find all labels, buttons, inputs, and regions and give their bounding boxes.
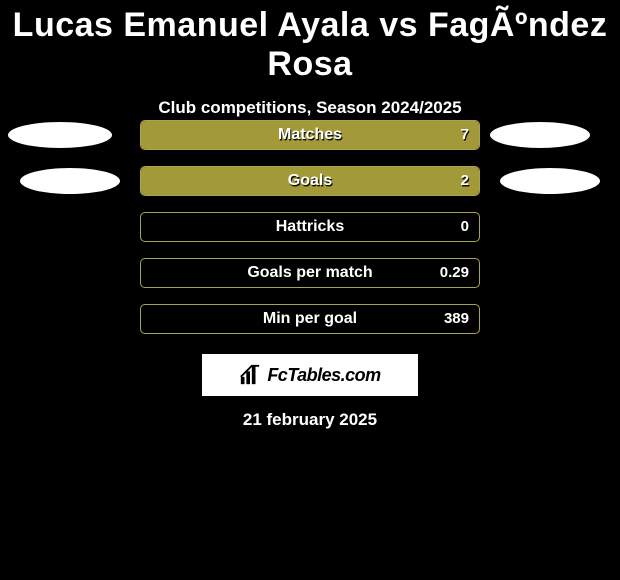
page-title: Lucas Emanuel Ayala vs FagÃºndez Rosa	[0, 0, 620, 84]
stat-value: 0.29	[440, 259, 469, 287]
stat-bar: Matches7	[140, 120, 480, 150]
right-player-ellipse	[490, 122, 590, 148]
stat-bar: Min per goal389	[140, 304, 480, 334]
brand-link[interactable]: FcTables.com	[202, 354, 418, 396]
stat-bar: Goals per match0.29	[140, 258, 480, 288]
stat-value: 389	[444, 305, 469, 333]
stat-value: 7	[461, 121, 469, 149]
stat-label: Goals	[141, 167, 479, 195]
stat-label: Hattricks	[141, 213, 479, 241]
stat-label: Min per goal	[141, 305, 479, 333]
stat-row: Goals per match0.29	[0, 250, 620, 296]
right-player-ellipse	[500, 168, 600, 194]
stat-value: 2	[461, 167, 469, 195]
stats-list: Matches7Goals2Hattricks0Goals per match0…	[0, 112, 620, 342]
bars-icon	[239, 364, 261, 386]
stat-row: Matches7	[0, 112, 620, 158]
left-player-ellipse	[8, 122, 112, 148]
stat-bar: Goals2	[140, 166, 480, 196]
brand-label: FcTables.com	[267, 365, 380, 386]
left-player-ellipse	[20, 168, 120, 194]
stat-label: Goals per match	[141, 259, 479, 287]
comparison-widget: Lucas Emanuel Ayala vs FagÃºndez Rosa Cl…	[0, 0, 620, 580]
stat-value: 0	[461, 213, 469, 241]
stat-row: Min per goal389	[0, 296, 620, 342]
stat-label: Matches	[141, 121, 479, 149]
generated-date: 21 february 2025	[0, 410, 620, 430]
stat-row: Goals2	[0, 158, 620, 204]
stat-bar: Hattricks0	[140, 212, 480, 242]
stat-row: Hattricks0	[0, 204, 620, 250]
